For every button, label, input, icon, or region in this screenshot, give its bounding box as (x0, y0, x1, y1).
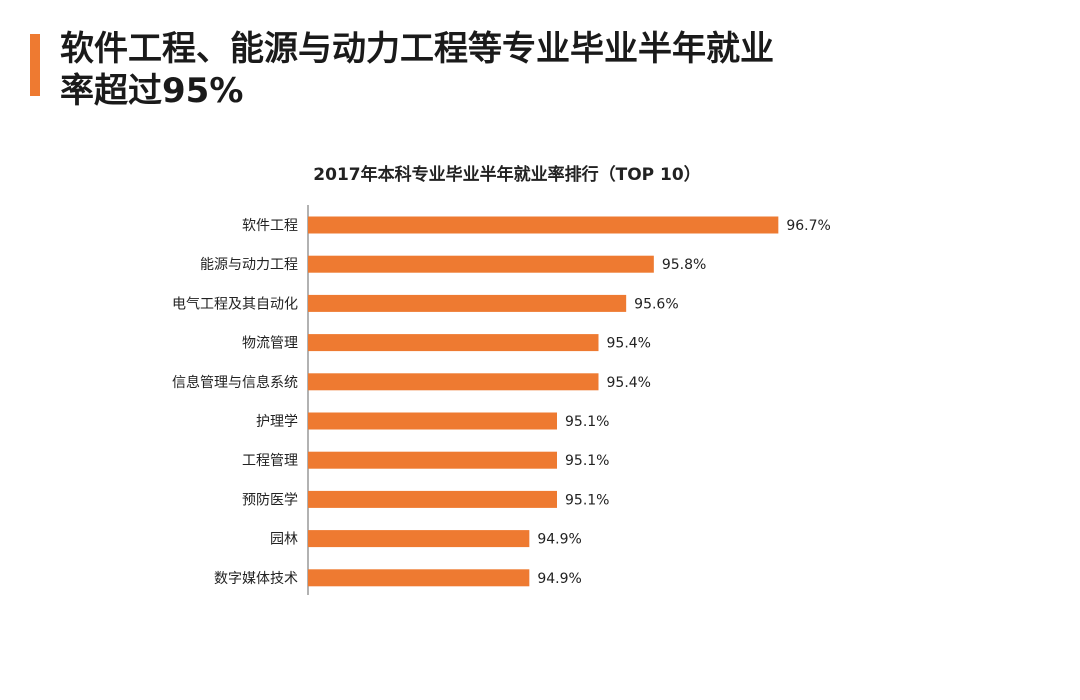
bar (308, 490, 557, 508)
data-label: 96.7% (786, 218, 830, 234)
category-label: 数字媒体技术 (214, 571, 298, 587)
bar (308, 216, 779, 234)
data-label: 94.9% (537, 532, 581, 548)
chart-title: 2017年本科专业毕业半年就业率排行（TOP 10） (313, 164, 700, 185)
page-headline: 软件工程、能源与动力工程等专业毕业半年就业 率超过95% (60, 29, 774, 111)
category-label: 工程管理 (242, 453, 298, 469)
bar (308, 530, 530, 548)
bar (308, 412, 557, 430)
data-label: 95.1% (565, 492, 609, 508)
category-label: 护理学 (256, 414, 298, 430)
category-label: 信息管理与信息系统 (172, 374, 298, 391)
bar (308, 569, 530, 587)
category-label: 软件工程 (242, 218, 298, 234)
data-label: 95.1% (565, 453, 609, 469)
data-label: 95.1% (565, 414, 609, 430)
category-label: 物流管理 (242, 336, 298, 352)
title-accent-bar (30, 34, 40, 96)
category-label: 预防医学 (242, 492, 298, 508)
data-label: 94.9% (537, 571, 581, 587)
category-label: 园林 (270, 532, 298, 548)
data-label: 95.4% (607, 375, 651, 391)
data-label: 95.4% (607, 336, 651, 352)
bar (308, 255, 654, 273)
bar (308, 373, 599, 391)
bar (308, 294, 627, 312)
bar (308, 334, 599, 352)
data-label: 95.8% (662, 257, 706, 273)
data-label: 95.6% (634, 296, 678, 312)
category-label: 电气工程及其自动化 (172, 296, 298, 312)
bar (308, 451, 557, 469)
category-label: 能源与动力工程 (200, 257, 298, 273)
